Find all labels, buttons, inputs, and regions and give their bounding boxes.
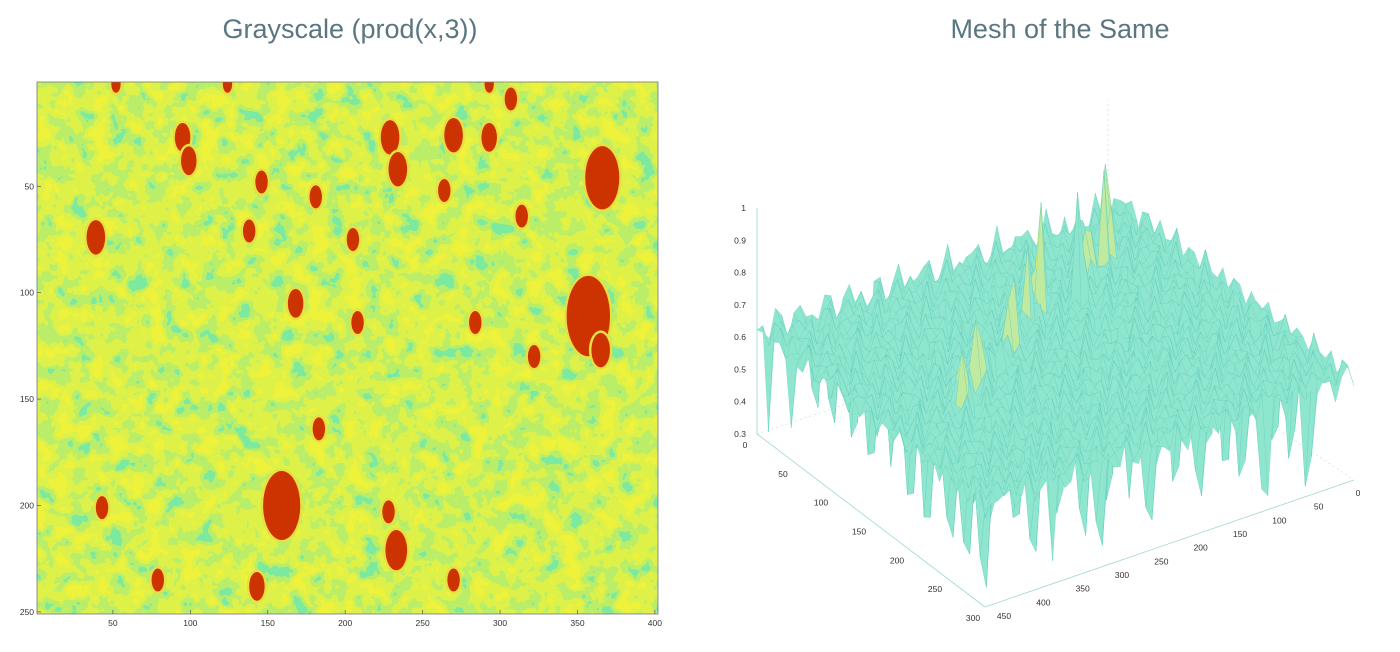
spot-3 <box>504 87 518 111</box>
z-tick-label: 0.6 <box>734 332 746 342</box>
y-tick-label: 300 <box>966 613 980 623</box>
y-tick-label: 200 <box>20 500 34 510</box>
spot-0 <box>111 82 121 93</box>
spot-18 <box>287 288 304 318</box>
spot-11 <box>309 185 322 209</box>
y-tick-label: 100 <box>814 498 828 508</box>
spot-23 <box>527 345 541 369</box>
mesh-cell <box>785 353 798 428</box>
spot-14 <box>515 204 528 228</box>
y-tick-label: 200 <box>890 555 904 565</box>
spot-2 <box>484 82 494 93</box>
spot-1 <box>222 82 233 93</box>
spot-9 <box>388 152 408 187</box>
x-axis <box>984 479 1355 608</box>
spot-12 <box>438 179 451 203</box>
y-tick-label: 100 <box>20 288 34 298</box>
x-tick-label: 0 <box>1356 488 1361 498</box>
y-tick-label: 50 <box>778 469 788 479</box>
x-tick-label: 100 <box>1272 515 1286 525</box>
x-tick-label: 150 <box>261 618 275 628</box>
z-tick-label: 0.8 <box>734 268 746 278</box>
spot-28 <box>385 530 408 571</box>
z-tick-label: 1 <box>741 203 746 213</box>
heatmap-spots <box>84 82 622 604</box>
x-tick-label: 250 <box>416 618 430 628</box>
z-tick-label: 0.7 <box>734 300 746 310</box>
right-chart-title: Mesh of the Same <box>950 14 1170 44</box>
spot-26 <box>95 496 109 520</box>
x-tick-label: 400 <box>648 618 662 628</box>
y-tick-label: 250 <box>928 584 942 594</box>
heatmap-plot-area <box>37 82 658 614</box>
spot-30 <box>249 571 265 601</box>
z-tick-label: 0.9 <box>734 235 746 245</box>
spot-20 <box>469 310 482 334</box>
x-tick-label: 350 <box>1076 584 1090 594</box>
x-tick-label: 450 <box>997 611 1011 621</box>
spot-29 <box>151 568 164 592</box>
back-axis <box>1107 315 1355 481</box>
spot-22 <box>591 332 610 368</box>
y-tick-label: 50 <box>25 181 35 191</box>
spot-27 <box>382 500 395 524</box>
spot-16 <box>242 219 256 243</box>
z-tick-label: 0.4 <box>734 397 746 407</box>
x-tick-label: 350 <box>570 618 584 628</box>
spot-15 <box>86 220 106 255</box>
x-tick-label: 400 <box>1036 597 1050 607</box>
heatmap-chart: 50 100 150 200 250 300 350 400 50 100 150 200 250 <box>20 81 662 628</box>
spot-10 <box>255 170 268 194</box>
x-tick-label: 50 <box>108 618 118 628</box>
spot-17 <box>346 227 360 251</box>
x-tick-label: 300 <box>1115 570 1129 580</box>
heatmap-frame <box>36 81 659 615</box>
spot-8 <box>481 122 497 152</box>
y-tick-label: 250 <box>20 607 34 617</box>
y-axis <box>756 433 986 608</box>
x-tick-label: 300 <box>493 618 507 628</box>
spot-6 <box>380 120 400 155</box>
x-tick-label: 100 <box>183 618 197 628</box>
spot-25 <box>263 470 301 540</box>
spot-7 <box>444 117 463 153</box>
y-tick-label: 0 <box>743 440 748 450</box>
x-tick-label: 200 <box>338 618 352 628</box>
left-chart-title: Grayscale (prod(x,3)) <box>222 14 478 44</box>
spot-5 <box>181 146 197 176</box>
mesh-cell <box>1342 359 1355 386</box>
spot-13 <box>585 146 620 210</box>
z-tick-label: 0.5 <box>734 364 746 374</box>
spot-31 <box>447 568 460 592</box>
mesh-surface <box>756 164 1355 588</box>
x-tick-label: 250 <box>1154 556 1168 566</box>
spot-24 <box>312 417 326 441</box>
x-tick-label: 50 <box>1314 502 1324 512</box>
y-tick-label: 150 <box>852 527 866 537</box>
y-tick-label: 150 <box>20 394 34 404</box>
z-tick-label: 0.3 <box>734 429 746 439</box>
x-tick-label: 200 <box>1194 543 1208 553</box>
x-tick-label: 150 <box>1233 529 1247 539</box>
spot-19 <box>351 310 364 334</box>
